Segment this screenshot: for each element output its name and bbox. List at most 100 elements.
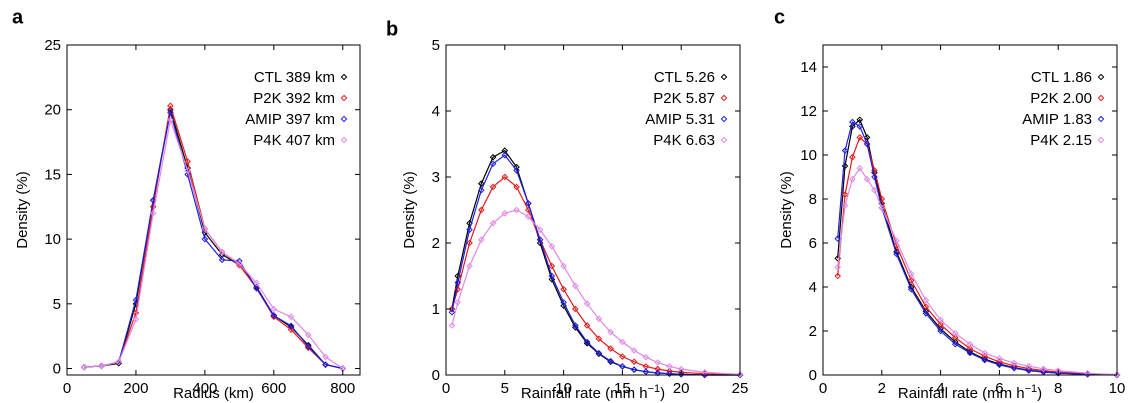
- series-p4k: [834, 164, 1121, 378]
- series-line: [451, 209, 741, 375]
- x-tick-label: 8: [1054, 380, 1062, 397]
- x-tick-label: 400: [192, 380, 217, 397]
- data-point: [536, 236, 544, 244]
- data-point: [654, 369, 661, 377]
- data-point: [184, 167, 191, 174]
- series-line: [451, 154, 740, 376]
- data-point: [1025, 367, 1033, 374]
- data-point: [115, 358, 123, 366]
- data-point: [981, 352, 989, 360]
- data-point: [893, 250, 900, 258]
- data-point: [863, 140, 871, 148]
- legend-label: AMIP 5.31: [645, 111, 715, 128]
- data-point: [287, 313, 295, 321]
- series-line: [837, 118, 1118, 376]
- data-point: [966, 340, 974, 348]
- y-axis-label: Density (%): [778, 171, 795, 249]
- data-point: [167, 116, 174, 124]
- data-point: [489, 160, 497, 168]
- data-point: [548, 262, 556, 270]
- data-point: [849, 118, 856, 126]
- data-point: [448, 322, 456, 329]
- data-point: [454, 299, 462, 306]
- x-tick-label: 200: [123, 380, 148, 397]
- legend-label: P2K 2.00: [1030, 90, 1092, 107]
- panel-a: a 0 200 400 600 800 0 5 10 15 20 25 Radius (km) Densi…: [12, 6, 361, 402]
- legend: CTL 5.26 P2K 5.87 AMIP 5.31 P4K 6.63: [645, 69, 728, 149]
- series-p4k: [448, 206, 744, 378]
- data-point: [1025, 362, 1033, 370]
- legend-marker: [720, 73, 728, 81]
- data-point: [922, 310, 930, 317]
- data-point: [907, 270, 915, 278]
- y-tick-label: 14: [800, 59, 817, 76]
- x-tick-label: 10: [1109, 380, 1126, 397]
- series-ctl: [448, 147, 744, 379]
- y-tick-label: 3: [432, 169, 440, 186]
- data-point: [548, 272, 556, 280]
- data-point: [907, 285, 915, 293]
- data-point: [849, 123, 856, 130]
- data-point: [98, 362, 105, 370]
- panel-c: c 0 2 4 6 8 10 0 2 4 6 8 10 12 14 Rainfall rate (mm h−1…: [774, 6, 1125, 402]
- data-point: [1010, 359, 1018, 367]
- data-point: [548, 242, 556, 250]
- data-point: [536, 226, 544, 234]
- data-point: [1113, 371, 1121, 378]
- data-point: [981, 349, 989, 357]
- plot-frame: [445, 44, 741, 376]
- data-point: [654, 365, 661, 373]
- data-point: [981, 355, 989, 363]
- data-point: [560, 285, 567, 293]
- data-point: [448, 308, 456, 316]
- data-point: [466, 262, 473, 270]
- data-point: [736, 371, 744, 378]
- legend-marker: [1097, 115, 1105, 123]
- data-point: [856, 116, 864, 124]
- data-point: [642, 353, 650, 361]
- data-point: [863, 134, 871, 141]
- y-tick-label: 4: [432, 103, 440, 120]
- data-point: [834, 263, 842, 271]
- panel-letter: c: [774, 6, 785, 28]
- data-point: [454, 279, 462, 286]
- data-point: [937, 327, 944, 335]
- legend-label: P4K 2.15: [1030, 132, 1092, 149]
- data-point: [184, 171, 191, 178]
- data-point: [322, 353, 329, 361]
- data-point: [149, 196, 157, 204]
- legend-label: P4K 6.63: [653, 132, 715, 149]
- data-point: [630, 347, 638, 354]
- data-point: [477, 186, 485, 194]
- data-point: [560, 299, 567, 306]
- data-point: [513, 206, 520, 214]
- data-point: [981, 356, 989, 364]
- data-point: [834, 235, 842, 242]
- data-point: [253, 279, 260, 287]
- data-point: [619, 353, 626, 360]
- legend-label: P2K 5.87: [653, 90, 715, 107]
- legend: CTL 389 km P2K 392 km AMIP 397 km P4K 407 k…: [245, 69, 348, 149]
- data-point: [841, 191, 849, 198]
- data-point: [1010, 364, 1018, 372]
- x-axis-label: Rainfall rate (mm h−1): [898, 383, 1042, 402]
- data-point: [489, 153, 497, 161]
- x-tick-label: 10: [555, 380, 572, 397]
- plot-frame: [66, 44, 361, 376]
- data-point: [560, 262, 567, 270]
- data-point: [525, 200, 532, 207]
- x-axis-label: Rainfall rate (mm h−1): [521, 383, 665, 402]
- data-point: [218, 248, 226, 256]
- data-point: [201, 235, 209, 243]
- data-point: [619, 363, 626, 370]
- data-point: [477, 236, 485, 244]
- data-point: [513, 167, 520, 174]
- data-point: [287, 322, 295, 330]
- data-point: [167, 102, 174, 110]
- data-point: [607, 328, 614, 336]
- series-amip: [834, 118, 1121, 379]
- data-point: [937, 321, 944, 328]
- data-point: [996, 361, 1003, 369]
- y-tick-label: 5: [432, 37, 440, 54]
- legend-marker: [340, 136, 348, 144]
